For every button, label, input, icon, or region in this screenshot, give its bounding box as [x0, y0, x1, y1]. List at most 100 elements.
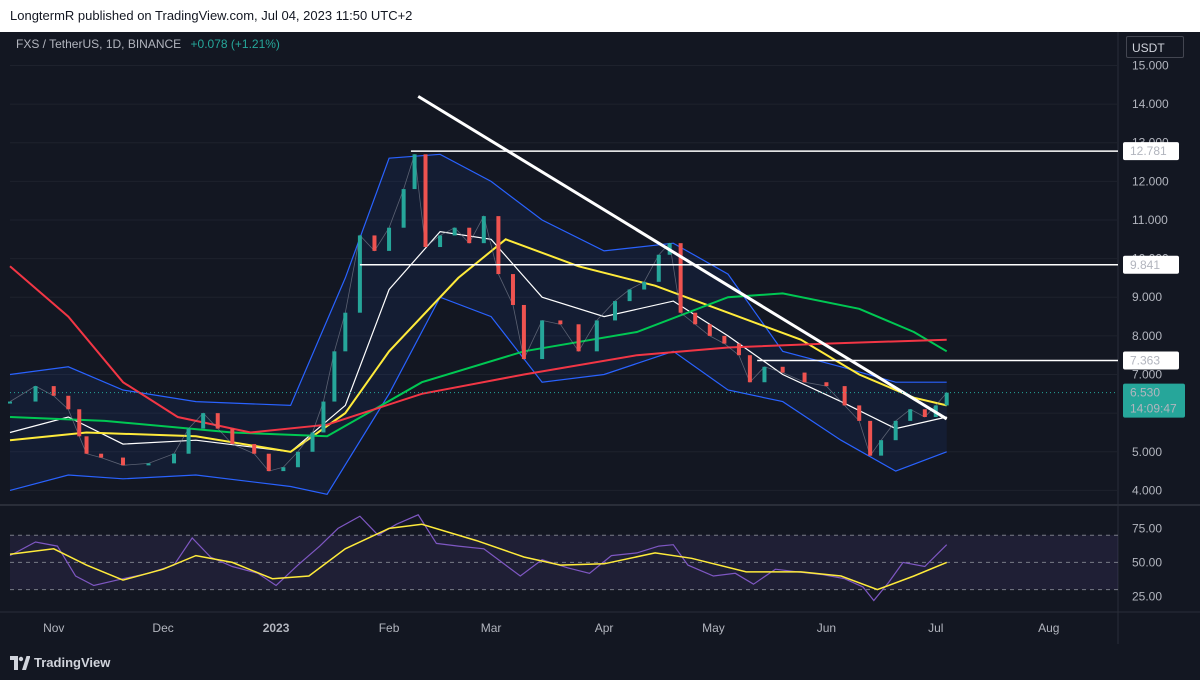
price-candle: [357, 235, 362, 313]
symbol-title[interactable]: FXS / TetherUS, 1D, BINANCE: [16, 37, 182, 51]
price-candle: [857, 405, 862, 421]
symbol-legend: FXS / TetherUS, 1D, BINANCE +0.078 (+1.2…: [16, 37, 280, 51]
x-tick-label: Apr: [595, 621, 614, 635]
price-candle: [736, 343, 741, 356]
price-candle: [576, 324, 581, 352]
x-tick-label: Feb: [379, 621, 400, 635]
price-candle: [868, 420, 873, 456]
price-candle: [642, 281, 647, 290]
price-candle: [613, 301, 618, 321]
y-tick-label: 8.000: [1132, 329, 1162, 343]
price-candle: [521, 304, 526, 360]
price-chart[interactable]: 15.00014.00013.00012.00011.00010.0009.00…: [0, 32, 1200, 644]
y-tick-label: 15.000: [1132, 58, 1169, 72]
rsi-ma-line: [9, 523, 947, 591]
price-countdown-label: 14:09:47: [1130, 402, 1177, 416]
publish-info: LongtermR published on TradingView.com, …: [10, 8, 413, 23]
price-change: +0.078 (+1.21%): [190, 37, 280, 51]
y-tick-label: 12.000: [1132, 174, 1169, 188]
level-label: 7.363: [1130, 353, 1160, 367]
x-tick-label: 2023: [263, 621, 290, 635]
x-tick-label: May: [702, 621, 725, 635]
rsi-y-tick-label: 50.00: [1132, 555, 1162, 569]
price-candle: [678, 243, 683, 313]
price-candle: [230, 428, 235, 445]
price-candle: [481, 216, 486, 244]
price-candle: [842, 386, 847, 406]
level-label-box: [1123, 351, 1179, 370]
price-candle: [77, 409, 82, 437]
level-label: 12.781: [1130, 144, 1167, 158]
price-candle: [321, 401, 326, 433]
price-candle: [215, 413, 220, 429]
level-label-box: [1123, 255, 1179, 274]
currency-button[interactable]: USDT: [1126, 36, 1184, 58]
bollinger-lower-line: [9, 296, 947, 495]
x-tick-label: Aug: [1038, 621, 1059, 635]
price-candle: [693, 312, 698, 325]
price-candle: [944, 392, 949, 406]
price-candle: [879, 440, 884, 456]
ma-yellow-line: [9, 238, 947, 453]
price-candle: [8, 401, 12, 404]
price-candle: [252, 444, 257, 454]
x-tick-label: Mar: [481, 621, 502, 635]
price-close-line: [9, 154, 948, 472]
price-candle: [51, 386, 56, 396]
y-tick-label: 14.000: [1132, 97, 1169, 111]
tradingview-logo[interactable]: TradingView: [10, 654, 130, 672]
price-candle: [281, 467, 286, 472]
price-candle: [452, 227, 457, 236]
price-candle: [33, 386, 38, 402]
price-candle: [310, 432, 315, 452]
price-candle: [627, 289, 632, 302]
current-price-label: 6.530: [1130, 386, 1160, 400]
price-candle: [707, 324, 712, 336]
price-candle: [722, 335, 727, 344]
ma-red-line: [9, 265, 947, 434]
price-candle: [423, 154, 428, 248]
price-candle: [802, 372, 807, 383]
tradingview-logo-icon: [10, 656, 30, 670]
price-candle: [922, 409, 927, 418]
level-label: 9.841: [1130, 258, 1160, 272]
price-candle: [824, 382, 829, 387]
bollinger-basis-line: [9, 230, 947, 453]
trendline: [417, 95, 948, 421]
price-candle: [201, 413, 206, 429]
bollinger-upper-line: [9, 153, 947, 407]
price-candle: [372, 235, 377, 251]
x-tick-label: Jun: [817, 621, 836, 635]
price-candle: [558, 320, 563, 325]
x-tick-label: Jul: [928, 621, 943, 635]
price-candle: [656, 254, 661, 282]
price-candle: [172, 453, 177, 464]
rsi-y-tick-label: 25.00: [1132, 589, 1162, 603]
price-candle: [893, 420, 898, 441]
price-candle: [401, 189, 406, 228]
price-candle: [762, 366, 767, 383]
price-candle: [332, 351, 337, 402]
price-candle: [438, 235, 443, 248]
publish-header: LongtermR published on TradingView.com, …: [0, 0, 1200, 32]
bollinger-band-fill: [10, 154, 947, 495]
price-candle: [99, 453, 104, 458]
y-tick-label: 4.000: [1132, 483, 1162, 497]
price-candle: [84, 436, 89, 454]
price-candle: [387, 227, 392, 251]
level-label-box: [1123, 142, 1179, 161]
price-candle: [908, 409, 913, 421]
price-candle: [343, 312, 348, 352]
price-candle: [467, 227, 472, 244]
price-candle: [412, 154, 417, 190]
price-candle: [747, 355, 752, 383]
price-candle: [146, 463, 151, 466]
y-tick-label: 11.000: [1132, 213, 1168, 227]
current-price-label-box: [1123, 383, 1185, 418]
y-tick-label: 5.000: [1132, 445, 1162, 459]
price-candle: [120, 457, 125, 466]
price-candle: [540, 320, 545, 360]
x-tick-label: Nov: [43, 621, 64, 635]
price-candle: [295, 451, 300, 468]
price-candle: [266, 453, 271, 472]
